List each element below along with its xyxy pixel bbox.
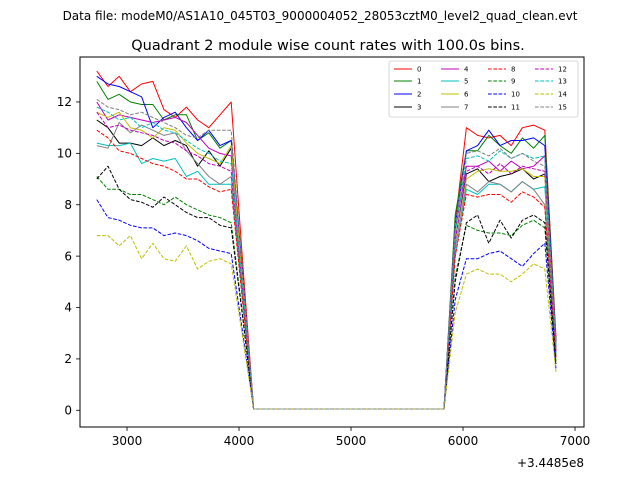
y-axis: 0 2 4 6 8 10 12	[57, 95, 80, 417]
x-tick-label: 3000	[112, 434, 143, 448]
series-line-3	[96, 119, 557, 410]
series-line-10	[96, 199, 557, 410]
legend-label-8: 8	[511, 66, 515, 74]
y-tick-label: 6	[64, 249, 72, 263]
y-tick-label: 10	[57, 147, 72, 161]
series-line-12	[96, 111, 557, 410]
y-tick-label: 2	[64, 352, 72, 366]
x-offset-label: +3.4485e8	[517, 456, 584, 470]
y-tick-label: 12	[57, 95, 72, 109]
chart-suptitle: Data file: modeM0/AS1A10_045T03_90000040…	[63, 9, 578, 23]
legend-label-0: 0	[417, 66, 421, 74]
series-line-13	[96, 106, 557, 410]
legend-label-4: 4	[464, 66, 469, 74]
legend-label-13: 13	[558, 78, 567, 86]
series-line-4	[96, 101, 557, 410]
plot-area	[96, 70, 557, 410]
series-line-9	[96, 176, 557, 410]
legend-label-6: 6	[464, 91, 469, 99]
legend-label-10: 10	[511, 91, 520, 99]
axes-frame	[79, 56, 585, 428]
legend-label-2: 2	[417, 91, 421, 99]
x-axis: 3000 4000 5000 6000 7000	[112, 427, 591, 448]
chart-title: Quadrant 2 module wise count rates with …	[131, 38, 525, 54]
x-tick-label: 7000	[560, 434, 591, 448]
y-tick-label: 4	[64, 301, 72, 315]
series-line-6	[96, 111, 557, 410]
series-line-11	[96, 165, 557, 410]
y-tick-label: 8	[64, 198, 72, 212]
legend-label-3: 3	[417, 104, 421, 112]
legend-label-11: 11	[511, 104, 520, 112]
x-tick-label: 6000	[448, 434, 479, 448]
series-line-15	[96, 98, 557, 410]
y-tick-label: 0	[64, 403, 72, 417]
x-tick-label: 4000	[224, 434, 255, 448]
legend-label-1: 1	[417, 78, 421, 86]
series-line-14	[96, 235, 557, 410]
legend-box	[388, 60, 579, 118]
series-line-7	[96, 122, 557, 410]
legend-label-9: 9	[511, 78, 515, 86]
legend-label-14: 14	[558, 91, 567, 99]
series-line-8	[96, 129, 557, 410]
legend-label-5: 5	[464, 78, 468, 86]
legend-label-12: 12	[558, 66, 567, 74]
legend-label-7: 7	[464, 104, 468, 112]
legend-label-15: 15	[558, 104, 567, 112]
x-tick-label: 5000	[336, 434, 367, 448]
series-line-2	[96, 75, 557, 410]
